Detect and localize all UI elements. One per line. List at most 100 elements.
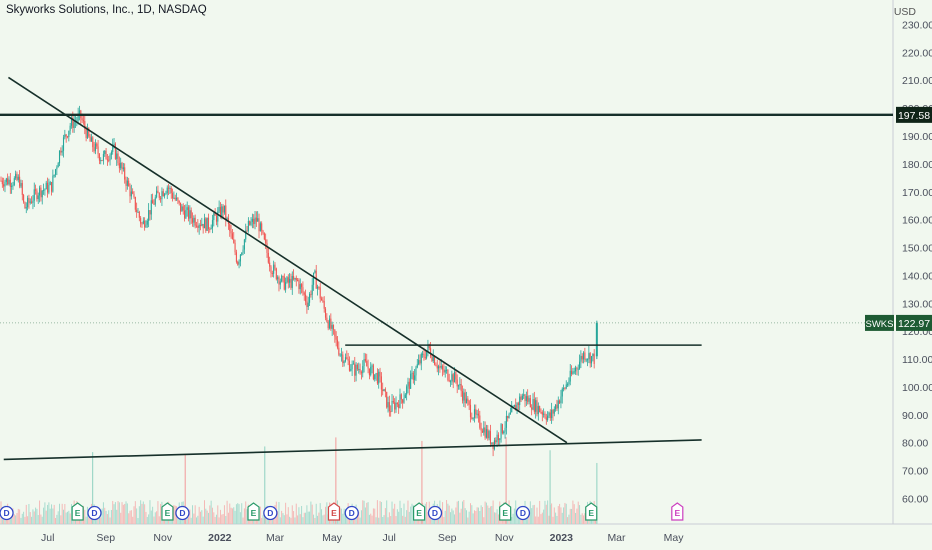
earnings-marker[interactable] xyxy=(327,502,341,521)
candle-body xyxy=(226,218,228,220)
volume-bar xyxy=(24,516,26,524)
candle-body xyxy=(347,358,349,361)
candle-body xyxy=(435,364,437,366)
candle-body xyxy=(181,206,183,212)
earnings-marker[interactable] xyxy=(247,502,260,521)
candle-body xyxy=(463,392,465,401)
candle-body xyxy=(586,359,589,361)
volume-bar xyxy=(198,506,200,524)
descending-resistance-trendline[interactable] xyxy=(7,76,568,444)
candle-body xyxy=(406,386,408,395)
candle-body xyxy=(113,143,115,146)
volume-bar xyxy=(571,508,573,524)
candle-body xyxy=(152,200,154,204)
volume-bar xyxy=(378,517,380,524)
candle-body xyxy=(398,404,400,408)
volume-bar xyxy=(379,501,381,524)
candle-body xyxy=(246,230,248,232)
volume-bar xyxy=(243,508,245,524)
earnings-marker[interactable] xyxy=(161,502,174,521)
volume-bar xyxy=(374,508,376,524)
candle-body xyxy=(323,301,325,309)
candle-body xyxy=(65,134,67,137)
volume-bar xyxy=(205,508,207,524)
candle-body xyxy=(572,371,574,375)
candle-body xyxy=(57,163,59,168)
earnings-marker[interactable] xyxy=(585,502,598,521)
dividend-marker[interactable] xyxy=(515,505,531,521)
volume-bar xyxy=(553,507,555,524)
candle-body xyxy=(384,389,386,392)
dividend-marker[interactable] xyxy=(344,505,359,521)
volume-bar xyxy=(479,510,481,524)
candle-body xyxy=(117,153,119,164)
candle-body xyxy=(561,388,563,397)
dividend-marker[interactable] xyxy=(175,505,190,521)
volume-bar xyxy=(450,512,452,524)
ascending-support-trendline[interactable] xyxy=(3,439,702,461)
volume-bar xyxy=(466,510,467,524)
earnings-marker[interactable] xyxy=(671,502,684,521)
candle-body xyxy=(165,193,167,195)
volume-bar xyxy=(528,512,530,524)
last-price-tag-bg xyxy=(896,314,932,331)
candle-body xyxy=(537,406,539,415)
volume-bar xyxy=(342,513,344,524)
volume-bar xyxy=(160,503,162,524)
trendlines[interactable] xyxy=(0,76,893,461)
candle-body xyxy=(180,202,182,212)
candle-body xyxy=(483,427,485,433)
candle-body xyxy=(301,284,303,288)
candle-body xyxy=(392,400,394,403)
dividend-marker[interactable] xyxy=(263,505,278,521)
volume-bar xyxy=(358,511,360,524)
candle-body xyxy=(164,193,166,197)
earnings-marker[interactable] xyxy=(413,502,426,521)
dividend-marker[interactable] xyxy=(87,505,102,521)
candle-body xyxy=(100,160,102,162)
candle-body xyxy=(424,357,426,359)
candle-body xyxy=(302,287,304,293)
candle-body xyxy=(215,215,218,222)
volume-bar xyxy=(144,504,146,524)
volume-bar xyxy=(207,512,209,524)
candle-body xyxy=(118,163,120,169)
volume-bar xyxy=(367,502,369,524)
earnings-marker-label: E xyxy=(251,508,257,518)
earnings-marker[interactable] xyxy=(71,502,84,521)
volume-bar xyxy=(39,500,41,524)
candle-body xyxy=(230,230,232,234)
earnings-marker-label: E xyxy=(331,508,337,518)
candle-body xyxy=(370,366,372,376)
volume-bar xyxy=(261,517,263,524)
price-axis[interactable]: 60.0070.0080.0090.00100.00110.00120.0013… xyxy=(902,19,932,505)
candle-body xyxy=(311,284,313,295)
volume-bar xyxy=(326,502,328,524)
volume-bar xyxy=(305,512,307,524)
volume-bar xyxy=(89,514,91,524)
dividend-marker[interactable] xyxy=(0,505,14,521)
candle-body xyxy=(551,410,553,419)
candle-body xyxy=(214,213,216,216)
candle-body xyxy=(375,373,377,375)
candle-body xyxy=(92,137,94,148)
earnings-marker[interactable] xyxy=(499,502,512,521)
candle-body xyxy=(303,292,305,295)
candle-body xyxy=(64,134,66,138)
candle-body xyxy=(225,205,227,220)
dividend-marker[interactable] xyxy=(427,505,443,521)
time-axis[interactable]: Jul Sep Nov 2022 Mar May Jul Sep Nov 2023 Mar May xyxy=(41,532,684,544)
candle-body xyxy=(97,146,99,155)
candle-body xyxy=(206,217,208,231)
candle-body xyxy=(419,360,421,364)
candle-body xyxy=(367,366,369,369)
candle-body xyxy=(418,360,420,365)
candle-body xyxy=(265,239,267,244)
volume-bar xyxy=(335,437,337,524)
candle-body xyxy=(84,121,86,129)
candle-body xyxy=(253,218,255,225)
candle-body xyxy=(106,159,108,161)
